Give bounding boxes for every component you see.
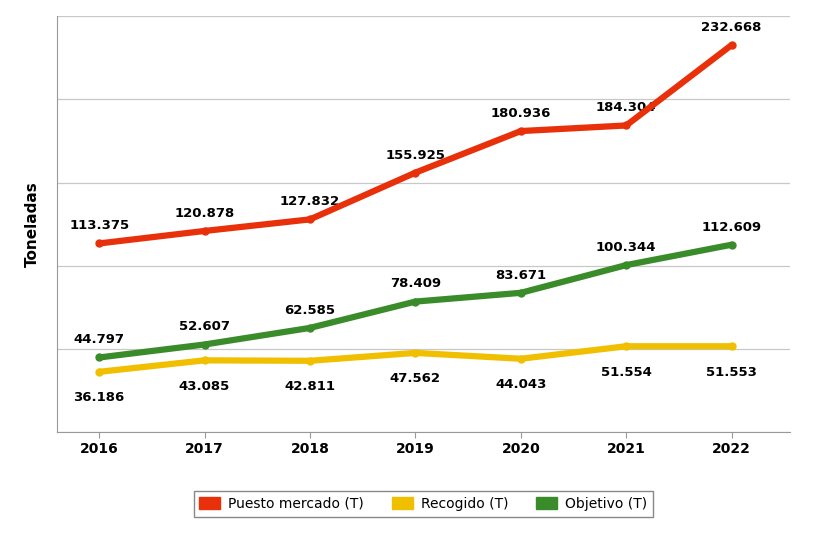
- Text: 47.562: 47.562: [390, 373, 441, 386]
- Y-axis label: Toneladas: Toneladas: [25, 181, 41, 267]
- Text: 52.607: 52.607: [179, 320, 230, 333]
- Text: 232.668: 232.668: [702, 21, 762, 34]
- Text: 127.832: 127.832: [280, 195, 340, 208]
- Text: 155.925: 155.925: [386, 148, 445, 161]
- Text: 78.409: 78.409: [390, 278, 441, 291]
- Text: 83.671: 83.671: [495, 269, 546, 282]
- Text: 44.043: 44.043: [495, 378, 546, 391]
- Text: 51.554: 51.554: [601, 366, 652, 379]
- Text: 184.304: 184.304: [596, 102, 656, 114]
- Text: 112.609: 112.609: [702, 221, 762, 234]
- Legend: Puesto mercado (T), Recogido (T), Objetivo (T): Puesto mercado (T), Recogido (T), Objeti…: [194, 491, 653, 517]
- Text: 100.344: 100.344: [596, 241, 656, 254]
- Text: 180.936: 180.936: [491, 107, 551, 120]
- Text: 43.085: 43.085: [179, 380, 230, 393]
- Text: 113.375: 113.375: [69, 219, 129, 232]
- Text: 44.797: 44.797: [73, 333, 125, 346]
- Text: 51.553: 51.553: [707, 366, 757, 379]
- Text: 36.186: 36.186: [73, 392, 125, 404]
- Text: 62.585: 62.585: [284, 304, 335, 317]
- Text: 42.811: 42.811: [284, 380, 335, 393]
- Text: 120.878: 120.878: [174, 207, 234, 220]
